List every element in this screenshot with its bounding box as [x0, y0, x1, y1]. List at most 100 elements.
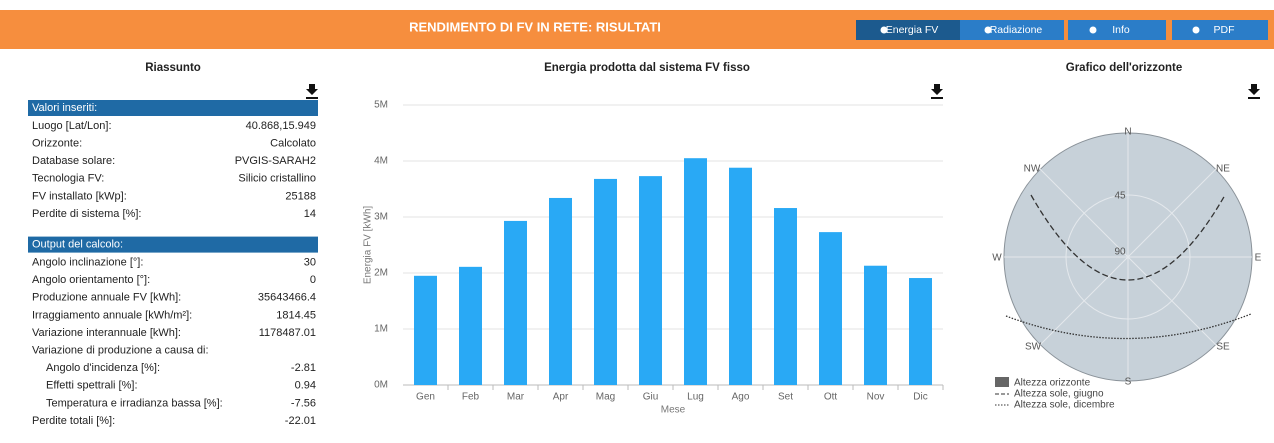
row-value: -2.81 [291, 362, 316, 374]
x-tick-label: Giu [643, 392, 659, 403]
button-icon [984, 26, 992, 34]
bar [639, 176, 662, 385]
section-heading: Output del calcolo: [32, 239, 123, 251]
section-heading: Valori inseriti: [32, 102, 97, 114]
row-value: -7.56 [291, 397, 316, 409]
header-button[interactable] [960, 20, 1064, 40]
header-button[interactable] [1172, 20, 1268, 40]
button-icon [1192, 26, 1200, 34]
x-tick-label: Nov [867, 392, 885, 403]
y-tick-label: 4M [374, 156, 388, 167]
bar [774, 208, 797, 385]
sun-path-june [1030, 194, 1226, 281]
row-value: 0.94 [295, 380, 316, 392]
bar [504, 220, 527, 385]
compass-label: NW [1024, 164, 1041, 175]
row-label: Variazione di produzione a causa di: [32, 345, 209, 357]
row-label: Variazione interannuale [kWh]: [32, 327, 181, 339]
x-axis-label: Mese [661, 405, 686, 416]
bar [594, 178, 617, 385]
row-label: Database solare: [32, 155, 115, 167]
row-label: Orizzonte: [32, 138, 82, 150]
compass-label: W [992, 253, 1002, 264]
horizon-plot [995, 132, 1253, 406]
x-tick-label: Apr [553, 392, 569, 403]
bar [909, 278, 932, 385]
button-label[interactable]: Radiazione [990, 24, 1043, 36]
legend-label: Altezza sole, dicembre [1014, 400, 1115, 411]
row-label: Produzione annuale FV [kWh]: [32, 292, 181, 304]
compass-label: SE [1216, 342, 1230, 353]
legend-label: Altezza orizzonte [1014, 378, 1091, 389]
button-icon [880, 26, 888, 34]
ring-label: 90 [1114, 247, 1126, 258]
section-header [28, 100, 318, 116]
button-icon [1089, 26, 1097, 34]
download-icon[interactable] [1248, 84, 1260, 99]
row-value: 14 [304, 208, 316, 220]
compass-label: NE [1216, 164, 1230, 175]
legend-swatch [995, 377, 1009, 387]
compass-label: N [1124, 127, 1131, 138]
compass-label: SW [1025, 342, 1042, 353]
compass-label: S [1125, 377, 1132, 388]
bar [864, 265, 887, 385]
row-label: Temperatura e irradianza bassa [%]: [46, 397, 223, 409]
horizon-axis [1039, 168, 1217, 346]
legend-label: Altezza sole, giugno [1014, 389, 1104, 400]
x-tick-label: Ago [732, 392, 750, 403]
row-label: Luogo [Lat/Lon]: [32, 120, 112, 132]
x-tick-label: Gen [416, 392, 435, 403]
row-value: PVGIS-SARAH2 [235, 155, 316, 167]
ring-label: 45 [1114, 191, 1126, 202]
y-axis-label: Energia FV [kWh] [363, 206, 374, 285]
row-value: 1814.45 [276, 309, 316, 321]
y-tick-label: 5M [374, 100, 388, 111]
row-label: Tecnologia FV: [32, 173, 104, 185]
row-value: 35643466.4 [258, 292, 316, 304]
x-tick-label: Mag [596, 392, 615, 403]
y-tick-label: 2M [374, 268, 388, 279]
x-tick-label: Lug [687, 392, 704, 403]
row-label: Angolo orientamento [°]: [32, 274, 150, 286]
y-tick-label: 1M [374, 324, 388, 335]
button-label[interactable]: PDF [1214, 24, 1235, 36]
compass-label: E [1255, 253, 1262, 264]
row-label: Angolo inclinazione [°]: [32, 257, 143, 269]
x-tick-label: Dic [913, 392, 927, 403]
bar [729, 167, 752, 385]
button-label[interactable]: Energia FV [886, 24, 939, 36]
row-value: 25188 [285, 190, 316, 202]
x-tick-label: Feb [462, 392, 480, 403]
row-label: Effetti spettrali [%]: [46, 380, 138, 392]
bar [414, 275, 437, 385]
x-tick-label: Ott [824, 392, 838, 403]
row-value: 30 [304, 257, 316, 269]
bar [684, 158, 707, 385]
y-tick-label: 0M [374, 380, 388, 391]
bar [549, 197, 572, 385]
bar [459, 266, 482, 385]
download-icon[interactable] [306, 84, 318, 99]
header-button[interactable] [1068, 20, 1166, 40]
row-value: -22.01 [285, 415, 316, 427]
row-value: Calcolato [270, 138, 316, 150]
chart-title: Energia prodotta dal sistema FV fisso [544, 62, 750, 74]
header-title: RENDIMENTO DI FV IN RETE: RISULTATI [409, 19, 661, 34]
download-icons[interactable] [306, 84, 1260, 99]
row-value: 40.868,15.949 [246, 120, 316, 132]
header-button[interactable] [856, 20, 960, 40]
x-tick-label: Set [778, 392, 793, 403]
row-value: 0 [310, 274, 316, 286]
section-header [28, 236, 318, 253]
row-label: Perdite totali [%]: [32, 415, 115, 427]
y-tick-label: 3M [374, 212, 388, 223]
row-label: FV installato [kWp]: [32, 190, 127, 202]
row-value: 1178487.01 [259, 327, 316, 339]
horizon-title: Grafico dell'orizzonte [1066, 62, 1182, 74]
button-label[interactable]: Info [1112, 24, 1130, 36]
bar [819, 232, 842, 385]
row-label: Angolo d'incidenza [%]: [46, 362, 160, 374]
download-icon[interactable] [931, 84, 943, 99]
